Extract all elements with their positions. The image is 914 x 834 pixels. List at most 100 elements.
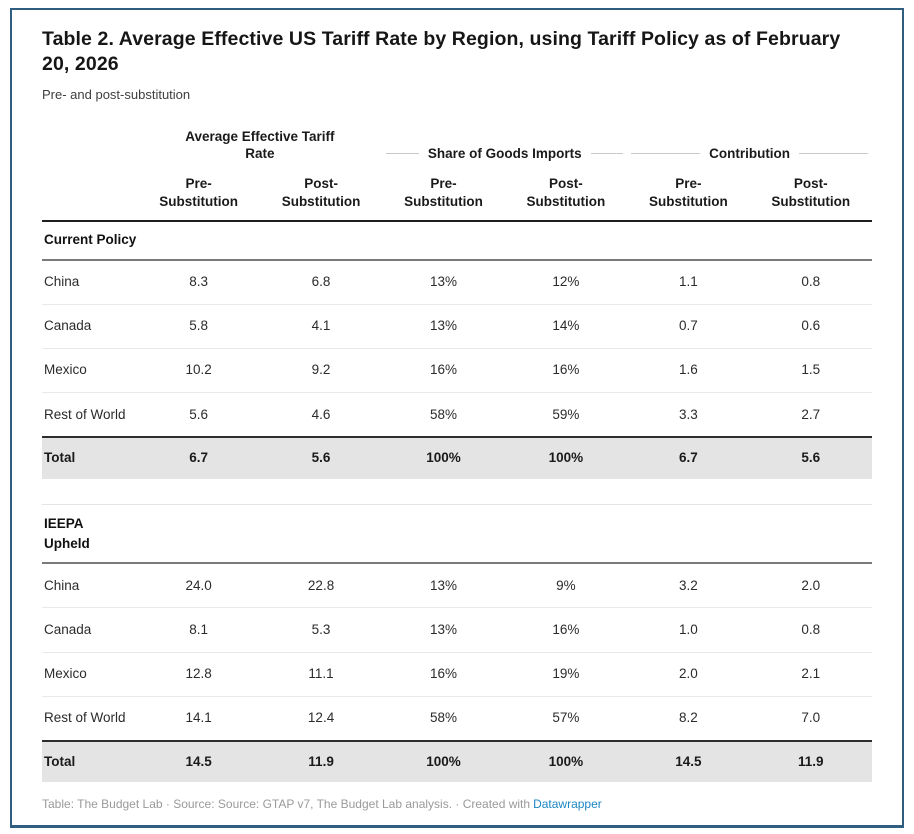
value-cell: 12% xyxy=(552,274,580,290)
value-cell: 2.0 xyxy=(801,577,821,593)
section-header-current-policy: Current Policy xyxy=(42,221,872,261)
region-cell: Mexico xyxy=(42,347,138,393)
region-cell: Canada xyxy=(42,303,138,349)
group-divider-line xyxy=(799,152,869,155)
region-column-header xyxy=(42,165,138,223)
region-cell: Rest of World xyxy=(42,392,138,438)
region-cell: China xyxy=(44,577,80,593)
value-cell: 12.8 xyxy=(137,651,260,697)
value-cell: 4.6 xyxy=(259,392,383,438)
tariff-table: Average Effective Tariff Rate Share of G… xyxy=(42,128,872,783)
table-row-mexico: Mexico 12.8 11.1 16% 19% 2.0 2.1 xyxy=(42,651,872,697)
value-cell: 14.5 xyxy=(627,740,750,783)
region-cell: Total xyxy=(42,740,138,783)
value-cell: 7.0 xyxy=(749,695,872,742)
value-cell: 6.7 xyxy=(627,436,750,479)
value-cell: 3.2 xyxy=(678,577,698,593)
value-cell: 16% xyxy=(382,651,505,697)
col-header-share-post-substitution: Post-Substitution xyxy=(504,165,628,223)
region-cell: Rest of World xyxy=(42,695,138,742)
value-cell: 5.6 xyxy=(259,436,383,479)
table-footer: Table: The Budget Lab · Source: Source: … xyxy=(42,797,872,811)
value-cell: 14% xyxy=(504,303,628,349)
value-cell: 11.9 xyxy=(749,740,872,783)
value-cell: 100% xyxy=(382,436,505,479)
value-cell: 19% xyxy=(504,651,628,697)
value-cell: 16% xyxy=(382,347,505,393)
value-cell: 0.7 xyxy=(627,303,750,349)
value-cell: 13% xyxy=(429,577,457,593)
column-header-row: Pre-Substitution Post-Substitution Pre-S… xyxy=(42,165,872,223)
value-cell: 0.6 xyxy=(749,303,872,349)
region-cell: China xyxy=(44,274,80,290)
table-row-canada: Canada 5.8 4.1 13% 14% 0.7 0.6 xyxy=(42,303,872,349)
value-cell: 11.1 xyxy=(259,651,383,697)
value-cell: 24.0 xyxy=(185,577,212,593)
value-cell: 1.1 xyxy=(678,274,698,290)
value-cell: 100% xyxy=(504,436,628,479)
value-cell: 5.6 xyxy=(749,436,872,479)
group-divider-line xyxy=(631,152,701,155)
value-cell: 6.7 xyxy=(137,436,260,479)
value-cell: 5.8 xyxy=(137,303,260,349)
value-cell: 4.1 xyxy=(259,303,383,349)
value-cell: 13% xyxy=(382,303,505,349)
section-header-ieepa-upheld: IEEPA Upheld xyxy=(42,504,872,565)
region-column-header xyxy=(42,128,137,166)
value-cell: 16% xyxy=(504,347,628,393)
value-cell: 58% xyxy=(382,695,505,742)
credit-text: Table: The Budget Lab · Source: Source: … xyxy=(42,797,531,812)
group-divider-line xyxy=(590,152,624,155)
col-header-tariff-pre-substitution: Pre-Substitution xyxy=(137,165,260,223)
table-row-china: China 24.0 22.8 13% 9% 3.2 2.0 xyxy=(42,563,872,608)
table-row-rest-of-world: Rest of World 5.6 4.6 58% 59% 3.3 2.7 xyxy=(42,392,872,438)
value-cell: 9.2 xyxy=(259,347,383,393)
table-card: Table 2. Average Effective US Tariff Rat… xyxy=(10,8,904,828)
col-header-tariff-post-substitution: Post-Substitution xyxy=(259,165,383,223)
value-cell: 3.3 xyxy=(627,392,750,438)
value-cell: 58% xyxy=(382,392,505,438)
page-subtitle: Pre- and post-substitution xyxy=(42,86,191,102)
value-cell: 8.2 xyxy=(627,695,750,742)
value-cell: 5.6 xyxy=(137,392,260,438)
table-row-mexico: Mexico 10.2 9.2 16% 16% 1.6 1.5 xyxy=(42,347,872,393)
region-cell: Mexico xyxy=(42,651,138,697)
value-cell: 57% xyxy=(504,695,628,742)
table-row-rest-of-world: Rest of World 14.1 12.4 58% 57% 8.2 7.0 xyxy=(42,695,872,742)
page-title: Table 2. Average Effective US Tariff Rat… xyxy=(42,28,841,76)
col-group-label: Contribution xyxy=(709,145,791,161)
value-cell: 1.5 xyxy=(749,347,872,393)
value-cell: 12.4 xyxy=(259,695,383,742)
value-cell: 5.3 xyxy=(259,607,383,653)
value-cell: 2.1 xyxy=(749,651,872,697)
value-cell: 8.1 xyxy=(137,607,260,653)
value-cell: 2.7 xyxy=(749,392,872,438)
col-group-label: Average Effective Tariff Rate xyxy=(185,128,335,161)
value-cell: 1.0 xyxy=(627,607,750,653)
value-cell: 22.8 xyxy=(307,577,335,593)
total-row-ieepa-upheld: Total 14.5 11.9 100% 100% 14.5 11.9 xyxy=(42,740,872,783)
value-cell: 14.1 xyxy=(137,695,260,742)
col-group-share-of-goods-imports: Share of Goods Imports xyxy=(382,128,627,166)
value-cell: 100% xyxy=(382,740,505,783)
col-group-contribution: Contribution xyxy=(627,128,872,166)
value-cell: 1.6 xyxy=(627,347,750,393)
value-cell: 8.3 xyxy=(189,274,209,290)
value-cell: 2.0 xyxy=(627,651,750,697)
datawrapper-link[interactable]: Datawrapper xyxy=(533,797,602,812)
col-header-share-pre-substitution: Pre-Substitution xyxy=(382,165,505,223)
value-cell: 10.2 xyxy=(137,347,260,393)
col-group-average-effective-tariff-rate: Average Effective Tariff Rate xyxy=(137,128,382,166)
value-cell: 9% xyxy=(556,577,576,593)
value-cell: 13% xyxy=(429,274,457,290)
total-row-current-policy: Total 6.7 5.6 100% 100% 6.7 5.6 xyxy=(42,436,872,479)
group-divider-line xyxy=(386,152,419,155)
col-header-contribution-post-substitution: Post-Substitution xyxy=(749,165,872,223)
value-cell: 0.8 xyxy=(801,274,821,290)
value-cell: 59% xyxy=(504,392,628,438)
value-cell: 14.5 xyxy=(137,740,260,783)
table-row-china: China 8.3 6.8 13% 12% 1.1 0.8 xyxy=(42,260,872,305)
col-header-contribution-pre-substitution: Pre-Substitution xyxy=(627,165,750,223)
region-cell: Canada xyxy=(42,607,138,653)
section-label: Current Policy xyxy=(42,221,872,261)
